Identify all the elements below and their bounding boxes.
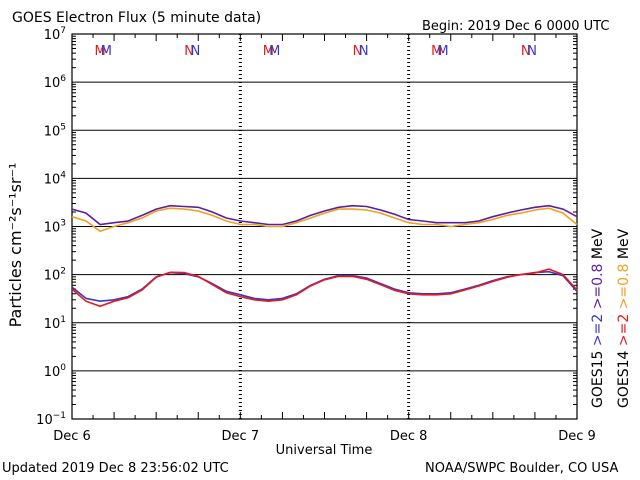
orbit-marker: N — [353, 44, 363, 59]
y-tick-exponent: 4 — [60, 170, 66, 180]
orbit-marker: M — [101, 44, 112, 59]
y-tick-exponent: 0 — [60, 363, 66, 373]
x-tick-label: Dec 6 — [53, 429, 91, 444]
orbit-marker: N — [359, 44, 369, 59]
y-tick-base: 10 — [44, 269, 61, 284]
y-tick-label: 107 — [44, 26, 66, 43]
y-tick-label: 105 — [44, 122, 66, 139]
plot-border — [71, 33, 578, 420]
y-tick-base: 10 — [36, 413, 53, 428]
series-line-2 — [71, 270, 578, 303]
y-tick-exponent: 7 — [60, 26, 66, 36]
legend-goes15-column: GOES15 >=2 >=0.8 MeV — [590, 228, 606, 408]
orbit-marker: N — [527, 44, 537, 59]
y-tick-base: 10 — [44, 76, 61, 91]
legend-goes14: GOES14 — [616, 350, 632, 408]
legend-goes15: GOES15 — [590, 351, 606, 408]
x-axis-label: Universal Time — [276, 443, 373, 458]
y-tick-label: 103 — [44, 219, 66, 236]
y-tick-exponent: 6 — [60, 74, 66, 84]
x-tick-label: Dec 9 — [558, 429, 596, 444]
y-tick-label: 102 — [44, 267, 66, 284]
orbit-marker: M — [94, 44, 105, 59]
y-tick-base: 10 — [44, 221, 61, 236]
y-tick-label: 101 — [44, 315, 66, 332]
y-axis-label: Particles cm⁻²s⁻¹sr⁻¹ — [6, 163, 25, 328]
y-tick-base: 10 — [44, 124, 61, 139]
chart-title: GOES Electron Flux (5 minute data) — [12, 10, 262, 26]
y-tick-label: 106 — [44, 74, 67, 91]
y-tick-label: 100 — [44, 363, 67, 380]
orbit-marker: M — [437, 44, 448, 59]
y-tick-base: 10 — [44, 172, 61, 187]
orbit-marker: M — [269, 44, 280, 59]
orbit-marker: N — [184, 44, 194, 59]
series-line-0 — [71, 204, 578, 226]
series-line-3 — [71, 268, 578, 308]
legend-goes14-gt2: >=2 — [616, 314, 632, 346]
begin-timestamp: Begin: 2019 Dec 6 0000 UTC — [422, 19, 610, 34]
y-tick-label: 104 — [44, 170, 67, 187]
orbit-marker: M — [263, 44, 274, 59]
y-tick-label: 10−1 — [36, 411, 66, 428]
y-tick-exponent: 5 — [60, 122, 66, 132]
legend-goes15-gt08: >=0.8 — [590, 264, 606, 310]
legend-goes14-gt08: >=0.8 — [616, 264, 632, 310]
legend-goes14-column: GOES14 >=2 >=0.8 MeV — [616, 228, 632, 408]
orbit-marker: N — [521, 44, 531, 59]
legend-unit: MeV — [616, 228, 632, 259]
y-tick-base: 10 — [44, 28, 61, 43]
legend-unit: MeV — [590, 228, 606, 259]
x-tick-label: Dec 8 — [390, 429, 428, 444]
x-tick-label: Dec 7 — [222, 429, 260, 444]
y-tick-exponent: 2 — [60, 267, 66, 277]
y-tick-exponent: −1 — [53, 411, 66, 421]
orbit-marker: M — [431, 44, 442, 59]
y-tick-base: 10 — [44, 365, 61, 380]
y-tick-base: 10 — [44, 317, 61, 332]
y-tick-exponent: 3 — [60, 219, 66, 229]
updated-timestamp: Updated 2019 Dec 8 23:56:02 UTC — [2, 461, 229, 476]
y-tick-exponent: 1 — [60, 315, 66, 325]
source-credit: NOAA/SWPC Boulder, CO USA — [425, 461, 619, 476]
legend-goes15-gt2: >=2 — [590, 314, 606, 346]
orbit-marker: N — [191, 44, 201, 59]
series-line-1 — [71, 207, 578, 233]
